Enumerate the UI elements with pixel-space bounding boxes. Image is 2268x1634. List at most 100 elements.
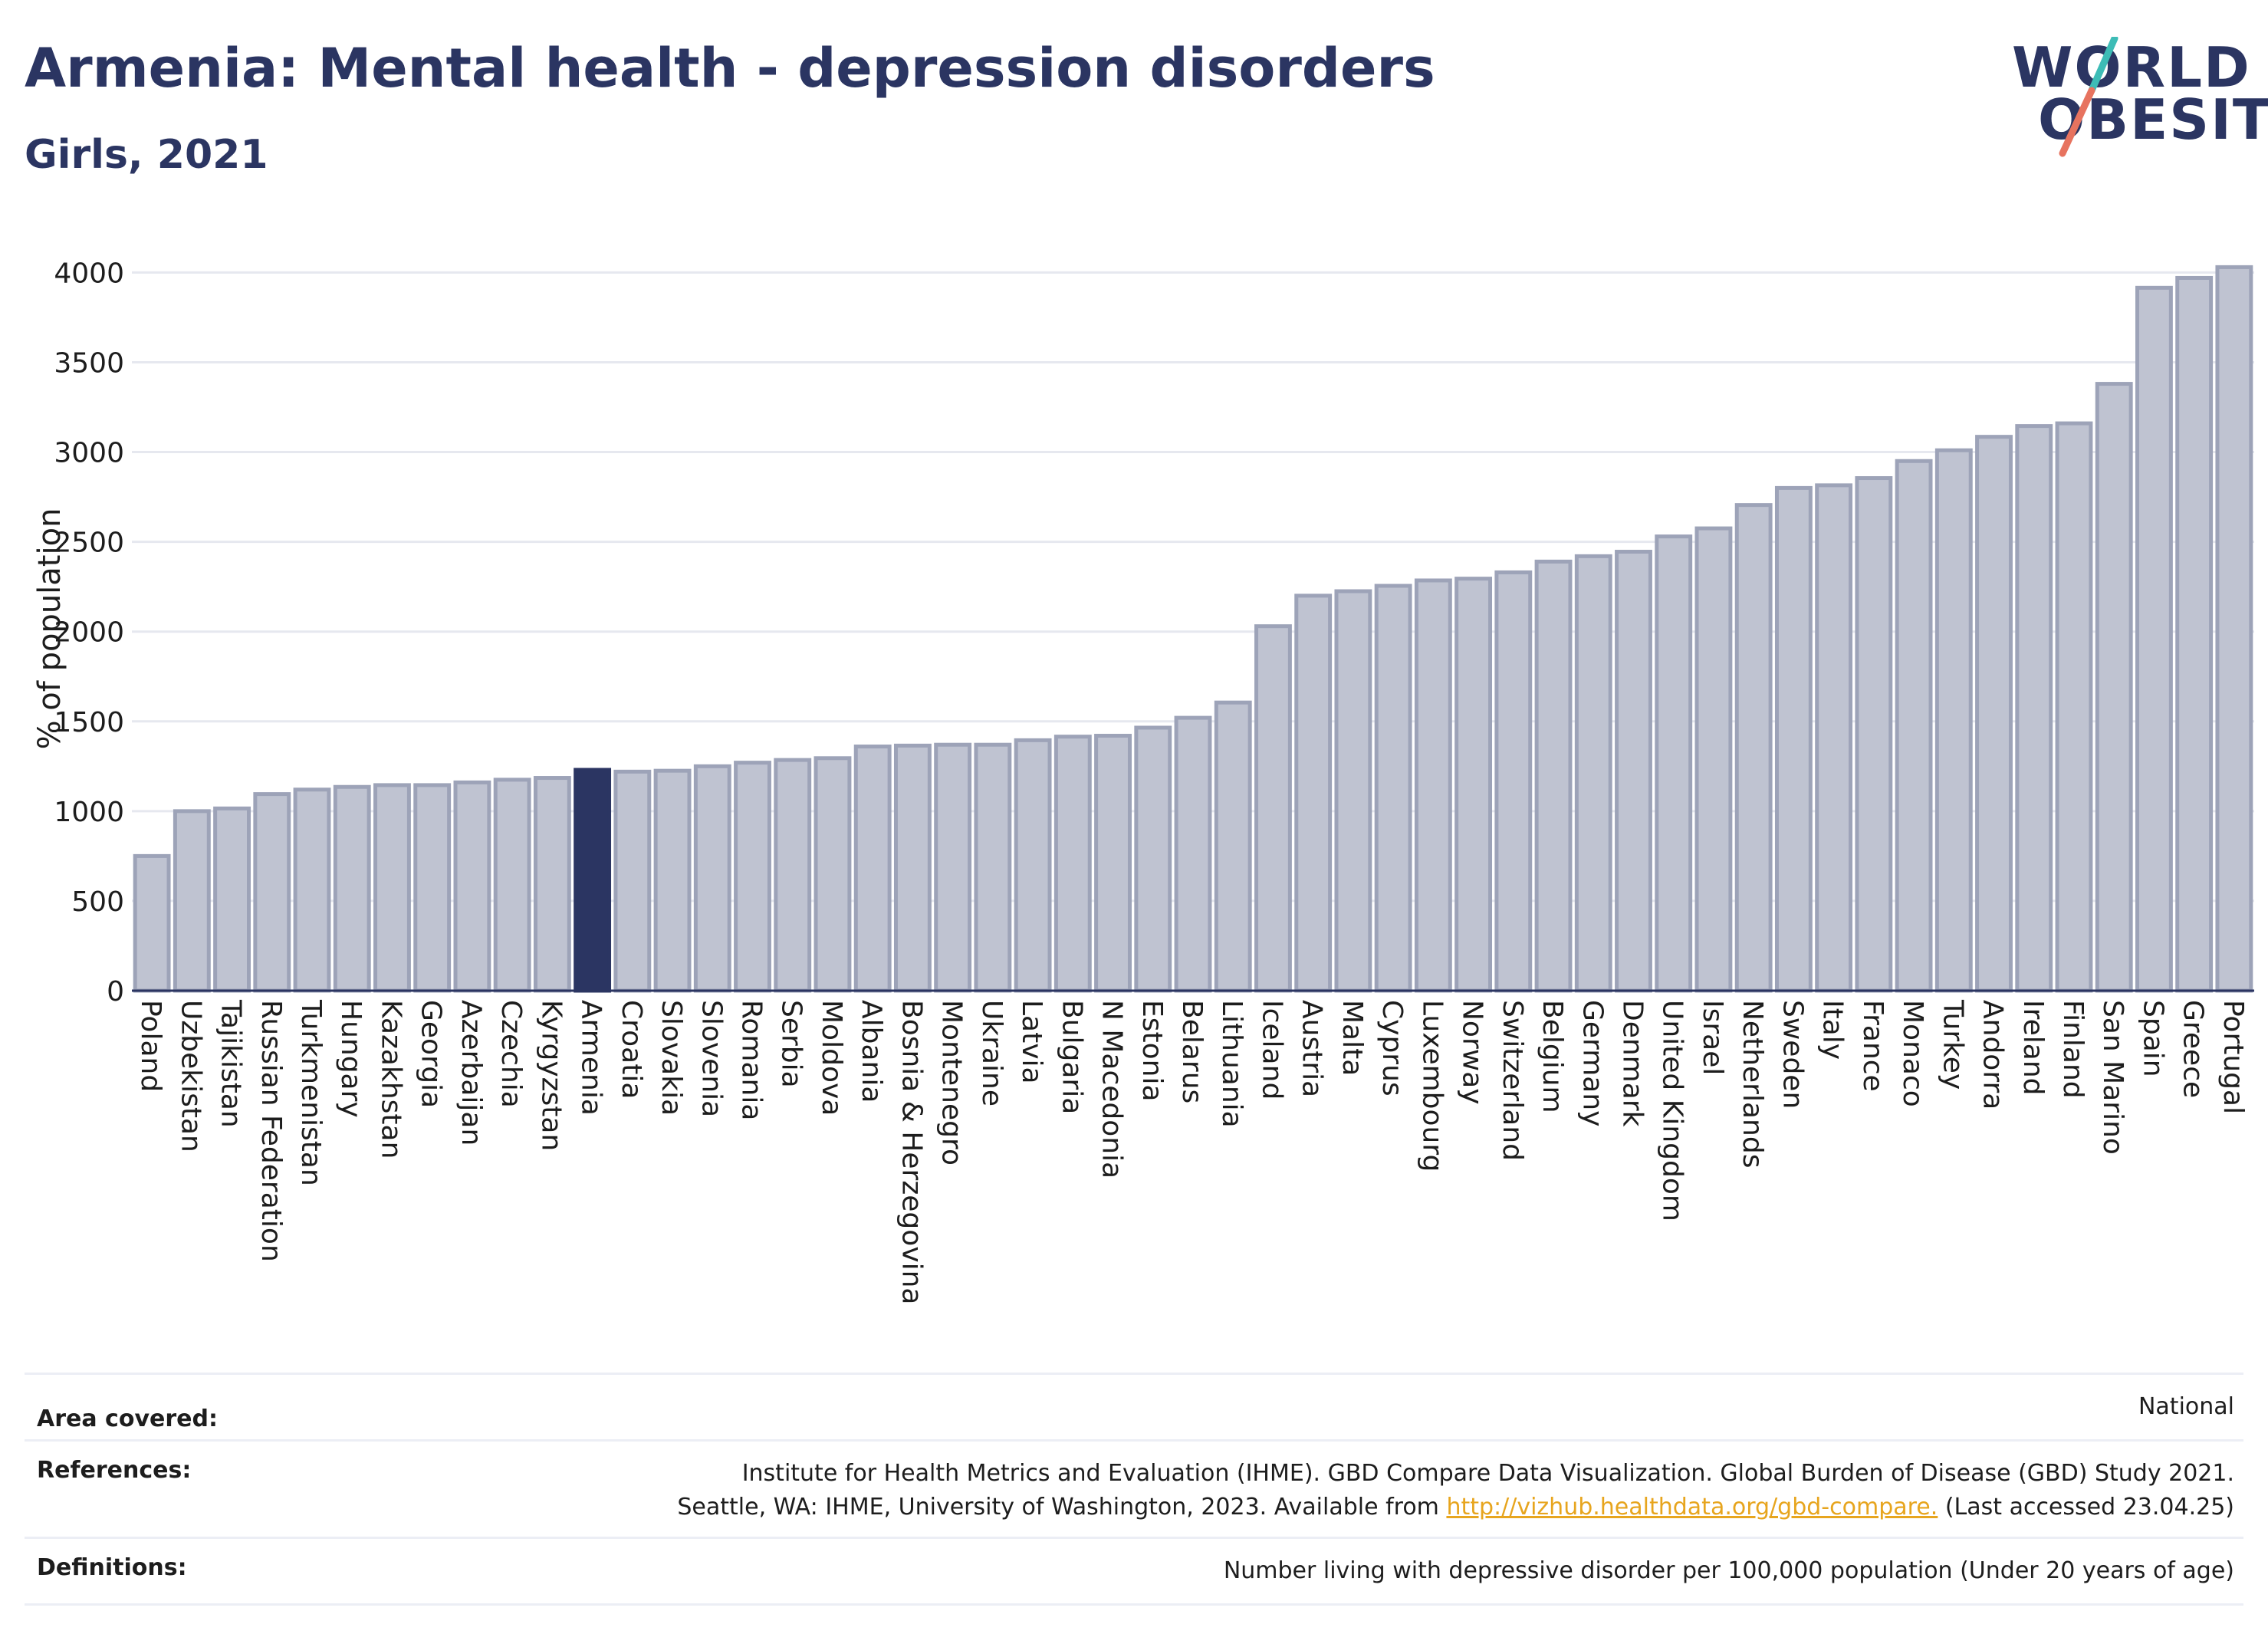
y-tick-label: 2000 <box>54 617 124 649</box>
bar-n-macedonia[interactable] <box>1094 734 1132 993</box>
bar-slovakia[interactable] <box>653 768 692 993</box>
x-tick-label: Georgia <box>416 1000 447 1108</box>
x-tick-label: Malta <box>1336 1000 1368 1076</box>
bar-kazakhstan[interactable] <box>373 783 411 993</box>
references-value: Institute for Health Metrics and Evaluat… <box>25 1442 2243 1524</box>
bar-russian-federation[interactable] <box>253 792 291 993</box>
x-tick-label: Moldova <box>816 1000 847 1116</box>
bar-armenia[interactable] <box>574 768 612 993</box>
x-tick-label: Ukraine <box>976 1000 1007 1106</box>
bar-spain[interactable] <box>2135 285 2173 993</box>
bar-bosnia-herzegovina[interactable] <box>893 743 932 993</box>
world-obesity-logo: WORLD OBESITY <box>2001 37 2268 167</box>
footer-row-definitions: Definitions: Number living with depressi… <box>25 1537 2243 1606</box>
bar-croatia[interactable] <box>613 769 652 993</box>
bar-slovenia[interactable] <box>693 764 731 993</box>
x-tick-label: Sweden <box>1777 1000 1808 1109</box>
x-tick-label: Belgium <box>1537 1000 1568 1113</box>
references-link[interactable]: http://vizhub.healthdata.org/gbd-compare… <box>1446 1494 1938 1521</box>
bar-finland[interactable] <box>2055 421 2093 993</box>
bar-andorra[interactable] <box>1975 435 2013 993</box>
bar-serbia[interactable] <box>774 758 812 993</box>
area-value: National <box>2138 1393 2234 1420</box>
bar-switzerland[interactable] <box>1494 570 1533 993</box>
y-tick-label: 500 <box>71 886 124 918</box>
bar-portugal[interactable] <box>2215 265 2253 993</box>
x-tick-label: Netherlands <box>1737 1000 1768 1168</box>
bar-bulgaria[interactable] <box>1053 735 1092 993</box>
bar-denmark[interactable] <box>1615 550 1652 993</box>
x-tick-label: Montenegro <box>936 1000 968 1165</box>
bar-monaco[interactable] <box>1895 459 1933 993</box>
x-tick-label: Azerbaijan <box>455 1000 487 1146</box>
x-tick-label: United Kingdom <box>1657 1000 1688 1221</box>
bar-israel[interactable] <box>1694 526 1733 993</box>
x-tick-label: Slovenia <box>695 1000 727 1117</box>
x-tick-label: Kyrgyzstan <box>535 1000 567 1151</box>
x-tick-label: Cyprus <box>1376 1000 1408 1096</box>
bar-netherlands[interactable] <box>1734 503 1773 993</box>
y-tick-label: 3500 <box>54 347 124 379</box>
x-tick-label: Turkey <box>1937 999 1968 1090</box>
references-line-1: Institute for Health Metrics and Evaluat… <box>741 1460 2234 1487</box>
x-tick-label: Armenia <box>576 1000 607 1116</box>
y-tick-label: 0 <box>107 976 124 1008</box>
bar-lithuania[interactable] <box>1214 700 1252 993</box>
bar-malta[interactable] <box>1334 589 1372 993</box>
x-tick-label: Tajikistan <box>215 999 247 1128</box>
bar-united-kingdom[interactable] <box>1655 534 1693 993</box>
bar-uzbekistan[interactable] <box>173 809 211 993</box>
x-tick-label: Greece <box>2178 1000 2209 1098</box>
y-tick-label: 4000 <box>54 258 124 289</box>
references-line-2: Seattle, WA: IHME, University of Washing… <box>25 1491 2234 1524</box>
y-tick-label: 1500 <box>54 707 124 738</box>
x-tick-label: Russian Federation <box>255 1000 287 1262</box>
bar-poland[interactable] <box>133 853 171 993</box>
chart-title: Armenia: Mental health - depression diso… <box>25 37 1435 100</box>
bar-latvia[interactable] <box>1014 738 1052 993</box>
bar-czechia[interactable] <box>493 778 531 993</box>
bar-luxembourg[interactable] <box>1414 578 1452 993</box>
bar-italy[interactable] <box>1815 483 1853 993</box>
bar-norway[interactable] <box>1454 577 1493 993</box>
bar-albania[interactable] <box>853 745 892 993</box>
x-tick-label: Finland <box>2057 1000 2089 1099</box>
bar-ireland[interactable] <box>2015 424 2053 993</box>
x-tick-label: Iceland <box>1256 1000 1287 1100</box>
bar-france[interactable] <box>1855 476 1893 993</box>
x-tick-label: San Marino <box>2097 1000 2128 1155</box>
bar-estonia[interactable] <box>1134 725 1172 993</box>
bar-montenegro[interactable] <box>934 742 972 993</box>
x-tick-label: Switzerland <box>1497 1000 1528 1161</box>
bar-austria[interactable] <box>1294 593 1333 993</box>
bar-azerbaijan[interactable] <box>453 780 491 993</box>
bar-ukraine[interactable] <box>974 742 1012 993</box>
bar-cyprus[interactable] <box>1374 584 1412 993</box>
footer-row-area: Area covered: National <box>25 1373 2243 1439</box>
bar-belgium[interactable] <box>1534 559 1573 993</box>
bar-tajikistan[interactable] <box>213 806 251 993</box>
bar-turkey[interactable] <box>1934 448 1973 993</box>
footer-table: Area covered: National References: Insti… <box>25 1373 2243 1606</box>
bar-romania[interactable] <box>734 761 771 993</box>
bar-iceland[interactable] <box>1254 624 1292 993</box>
bar-turkmenistan[interactable] <box>293 787 331 993</box>
x-tick-label: Uzbekistan <box>175 1000 206 1152</box>
references-line-2-post: (Last accessed 23.04.25) <box>1938 1494 2234 1521</box>
y-tick-label: 2500 <box>54 528 124 559</box>
bar-chart: 0 500 1000 1500 2000 2500 3000 3500 4000 Poland U… <box>32 258 2254 1304</box>
bar-greece[interactable] <box>2175 275 2214 993</box>
bar-belarus[interactable] <box>1174 715 1212 993</box>
definitions-value: Number living with depressive disorder p… <box>1223 1557 2234 1584</box>
x-tick-label: Croatia <box>616 1000 647 1099</box>
bar-moldova[interactable] <box>814 756 852 993</box>
x-tick-label: Andorra <box>1977 1000 2009 1110</box>
x-tick-label: Ireland <box>2017 1000 2049 1096</box>
bar-germany[interactable] <box>1574 554 1612 993</box>
bar-sweden[interactable] <box>1774 485 1813 993</box>
bar-hungary[interactable] <box>333 784 371 993</box>
bar-kyrgyzstan[interactable] <box>533 776 571 993</box>
bar-san-marino[interactable] <box>2095 382 2133 993</box>
x-tick-label: Serbia <box>776 1000 807 1088</box>
bar-georgia[interactable] <box>413 783 452 993</box>
